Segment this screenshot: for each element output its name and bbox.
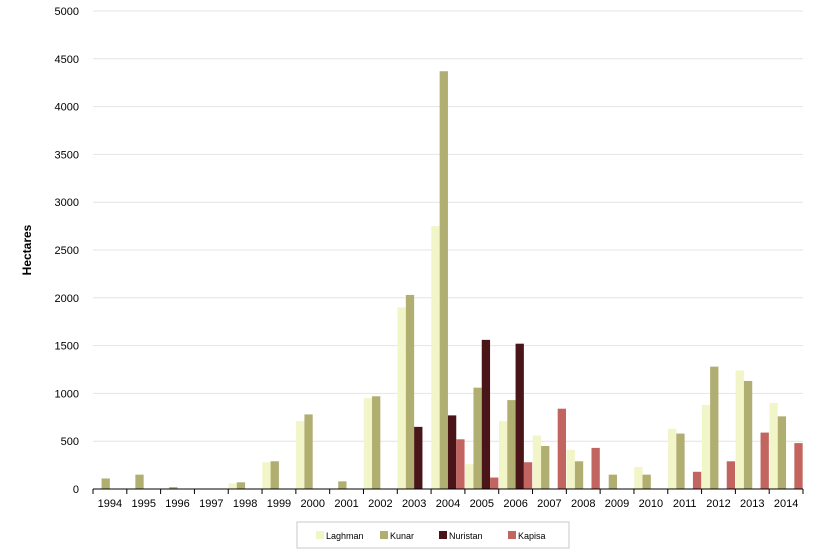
x-tick-label: 2000 [301,498,325,510]
x-tick-label: 2010 [639,498,663,510]
bar-kunar-2007 [541,445,550,489]
legend-box [296,521,570,549]
y-tick-label: 2500 [55,245,79,257]
bar-kunar-2004 [439,71,448,489]
x-tick-label: 2007 [537,498,561,510]
bar-kapisa-2014 [794,443,803,489]
x-tick-label: 2006 [503,498,527,510]
x-tick-label: 2002 [368,498,392,510]
bar-kapisa-2012 [726,461,736,489]
y-tick-label: 500 [61,436,79,448]
x-tick-labels: 1994 1995 1996 1997 1998 1999 2000 2001 2002 2003… [98,498,799,510]
x-tick-label: 2001 [334,498,358,510]
bar-laghman-1999 [262,462,271,489]
bar-laghman-2006 [498,421,508,489]
bar-nuristan-2006 [515,343,524,489]
bar-laghman-2013 [735,370,744,489]
x-tick-label: 1997 [199,498,223,510]
bar-kunar-2006 [507,400,516,489]
bar-laghman-2012 [701,404,711,489]
bar-laghman-1998 [228,483,237,489]
bar-kunar-1996 [169,487,178,489]
legend-label-laghman: Laghman [326,531,364,541]
bar-kunar-2002 [372,396,381,489]
bar-kunar-1999 [270,461,279,489]
legend-swatch-kunar [380,531,388,539]
bar-laghman-2007 [532,435,542,489]
legend-label-nuristan: Nuristan [449,531,483,541]
x-tick-label: 2003 [402,498,426,510]
bar-kunar-2011 [676,433,685,489]
bar-laghman-2011 [668,428,677,489]
y-tick-label: 4500 [55,54,79,66]
axes [92,488,804,494]
x-tick-label: 2009 [605,498,629,510]
bar-kapisa-2008 [591,447,600,489]
legend-swatch-laghman [316,531,324,539]
x-tick-label: 2014 [774,498,798,510]
bar-kapisa-2011 [692,471,702,489]
legend-label-kunar: Kunar [390,531,414,541]
x-tick-label: 1999 [267,498,291,510]
bar-kunar-2009 [608,474,617,489]
legend-swatch-nuristan [439,531,447,539]
legend-swatch-kapisa [508,531,516,539]
bar-kunar-2003 [405,294,415,489]
bar-kapisa-2013 [760,432,769,489]
bar-laghman-2004 [431,226,440,489]
bar-laghman-2008 [566,449,575,489]
bar-kapisa-2006 [523,462,533,489]
x-tick-label: 1998 [233,498,257,510]
bar-kunar-2010 [642,474,651,489]
y-tick-label: 0 [73,484,79,496]
x-tick-label: 2012 [706,498,730,510]
x-tick-label: 1995 [131,498,155,510]
bar-laghman-2002 [363,398,373,489]
bar-kapisa-2004 [456,439,465,489]
y-tick-label: 2000 [55,293,79,305]
bar-kunar-2014 [777,416,787,489]
bar-kunar-1995 [135,474,144,489]
bar-laghman-2005 [465,464,474,489]
bar-nuristan-2003 [414,426,423,489]
legend-items: Laghman Kunar Nuristan Kapisa [316,531,546,541]
x-tick-label: 2004 [436,498,460,510]
bar-laghman-2010 [634,467,643,489]
bar-laghman-2000 [296,421,305,489]
bar-kunar-2001 [338,481,347,489]
x-tick-label: 1996 [165,498,189,510]
bar-nuristan-2005 [481,339,491,489]
y-tick-label: 1500 [55,341,79,353]
y-tick-label: 3000 [55,197,79,209]
bar-kunar-2000 [304,414,313,489]
y-tick-label: 3500 [55,149,79,161]
bar-kapisa-2005 [490,477,499,489]
gridlines [93,10,803,442]
x-tick-label: 1994 [98,498,122,510]
bar-laghman-2014 [769,402,778,489]
x-tick-label: 2005 [470,498,494,510]
bar-kunar-1994 [101,478,110,489]
y-axis-title: Hectares [20,224,34,275]
bar-kunar-1998 [236,482,246,489]
bar-kunar-2005 [473,387,482,489]
bar-laghman-2003 [397,307,406,489]
y-tick-label: 1000 [55,388,79,400]
bar-kapisa-2007 [557,408,566,489]
x-tick-label: 2011 [673,498,697,510]
bar-kunar-2012 [710,366,719,489]
bar-kunar-2008 [574,461,584,489]
x-tick-label: 2008 [571,498,595,510]
legend-label-kapisa: Kapisa [518,531,546,541]
bar-kunar-2013 [743,380,753,489]
y-tick-label: 5000 [55,6,79,18]
y-tick-labels: 0 500 1000 1500 2000 2500 3000 3500 4000 4500 5000 [55,6,79,496]
y-tick-label: 4000 [55,102,79,114]
x-tick-label: 2013 [740,498,764,510]
bars [101,71,803,489]
legend: Laghman Kunar Nuristan Kapisa [296,521,570,549]
bar-nuristan-2004 [447,415,457,489]
